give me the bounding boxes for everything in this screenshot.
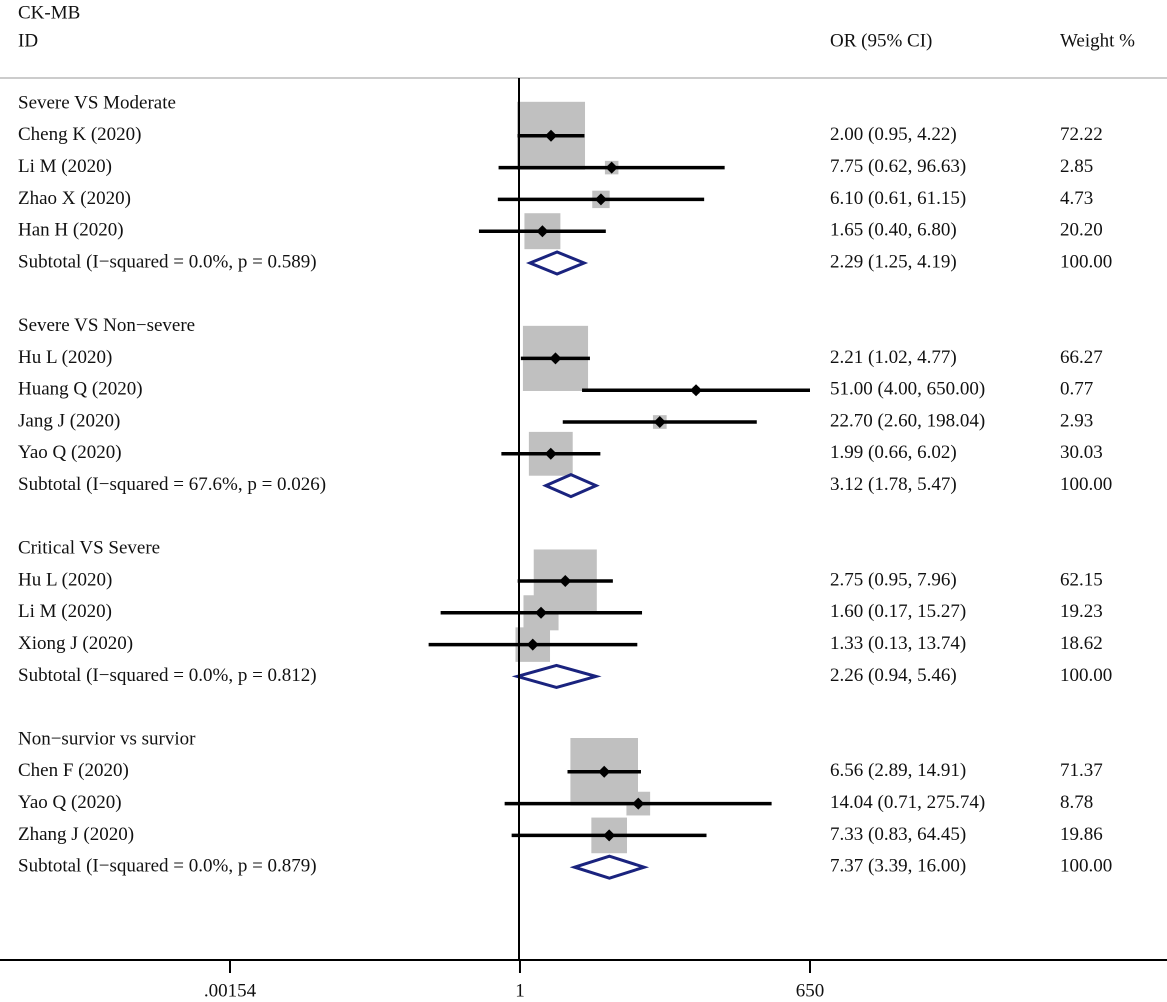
group-label: Non−survior vs survior	[18, 728, 196, 749]
point-estimate	[598, 765, 611, 778]
study-weight: 71.37	[1060, 760, 1103, 781]
study-weight: 18.62	[1060, 633, 1103, 654]
subtotal-diamond	[511, 663, 602, 689]
study-weight: 2.93	[1060, 410, 1093, 431]
subtotal-or-ci: 3.12 (1.78, 5.47)	[830, 474, 957, 495]
study-or-ci: 7.33 (0.83, 64.45)	[830, 824, 966, 845]
plot-marks	[428, 101, 810, 880]
study-or-ci: 51.00 (4.00, 650.00)	[830, 379, 985, 400]
study-name: Hu L (2020)	[18, 347, 112, 368]
chart-title: CK-MB	[18, 2, 80, 23]
study-or-ci: 1.33 (0.13, 13.74)	[830, 633, 966, 654]
subtotal-label: Subtotal (I−squared = 0.0%, p = 0.589)	[18, 251, 317, 272]
x-tick-label: 650	[796, 980, 825, 1001]
subtotal-weight: 100.00	[1060, 251, 1112, 272]
subtotal-diamond	[525, 250, 589, 276]
study-name: Chen F (2020)	[18, 760, 129, 781]
subtotal-label: Subtotal (I−squared = 67.6%, p = 0.026)	[18, 474, 326, 495]
study-weight: 4.73	[1060, 188, 1093, 209]
x-axis-ticks: .00154 1 650	[204, 960, 824, 1001]
study-name: Yao Q (2020)	[18, 792, 122, 813]
study-or-ci: 1.99 (0.66, 6.02)	[830, 442, 957, 463]
group-label: Critical VS Severe	[18, 538, 160, 559]
study-name: Jang J (2020)	[18, 410, 120, 431]
study-or-ci: 2.21 (1.02, 4.77)	[830, 347, 957, 368]
study-or-ci: 22.70 (2.60, 198.04)	[830, 410, 985, 431]
subtotal-or-ci: 2.29 (1.25, 4.19)	[830, 251, 957, 272]
subtotal-or-ci: 2.26 (0.94, 5.46)	[830, 665, 957, 686]
study-name: Li M (2020)	[18, 601, 112, 622]
point-estimate	[535, 606, 548, 619]
group-label: Severe VS Moderate	[18, 92, 176, 113]
x-tick-label: .00154	[204, 980, 257, 1001]
header-or: OR (95% CI)	[830, 30, 932, 51]
subtotal-label: Subtotal (I−squared = 0.0%, p = 0.812)	[18, 665, 317, 686]
point-estimate	[603, 829, 616, 842]
study-weight: 66.27	[1060, 347, 1103, 368]
header-id: ID	[18, 30, 38, 51]
subtotal-weight: 100.00	[1060, 665, 1112, 686]
study-weight: 72.22	[1060, 124, 1103, 145]
study-weight: 0.77	[1060, 379, 1093, 400]
subtotal-label: Subtotal (I−squared = 0.0%, p = 0.879)	[18, 856, 317, 877]
study-weight: 19.23	[1060, 601, 1103, 622]
study-weight: 19.86	[1060, 824, 1103, 845]
point-estimate	[559, 575, 572, 587]
table-rows: Severe VS Moderate Cheng K (2020) 2.00 (0.…	[18, 92, 1112, 876]
study-or-ci: 6.10 (0.61, 61.15)	[830, 188, 966, 209]
subtotal-weight: 100.00	[1060, 856, 1112, 877]
point-estimate	[594, 193, 607, 206]
study-weight: 2.85	[1060, 156, 1093, 177]
study-name: Hu L (2020)	[18, 569, 112, 590]
study-or-ci: 7.75 (0.62, 96.63)	[830, 156, 966, 177]
study-name: Huang Q (2020)	[18, 379, 143, 400]
header-weight: Weight %	[1060, 30, 1135, 51]
subtotal-weight: 100.00	[1060, 474, 1112, 495]
study-weight: 20.20	[1060, 220, 1103, 241]
point-estimate	[526, 638, 539, 651]
study-name: Yao Q (2020)	[18, 442, 122, 463]
point-estimate	[536, 225, 549, 238]
study-name: Han H (2020)	[18, 220, 124, 241]
subtotal-diamond	[569, 854, 650, 880]
study-or-ci: 1.65 (0.40, 6.80)	[830, 220, 957, 241]
study-name: Li M (2020)	[18, 156, 112, 177]
group-label: Severe VS Non−severe	[18, 315, 195, 336]
point-estimate	[690, 384, 703, 397]
study-name: Zhao X (2020)	[18, 188, 131, 209]
study-weight: 8.78	[1060, 792, 1093, 813]
point-estimate	[544, 447, 557, 460]
study-name: Xiong J (2020)	[18, 633, 133, 654]
study-or-ci: 2.00 (0.95, 4.22)	[830, 124, 957, 145]
subtotal-or-ci: 7.37 (3.39, 16.00)	[830, 856, 966, 877]
point-estimate	[549, 352, 562, 365]
study-weight: 30.03	[1060, 442, 1103, 463]
point-estimate	[632, 797, 645, 810]
study-or-ci: 2.75 (0.95, 7.96)	[830, 569, 957, 590]
x-tick-label: 1	[515, 980, 525, 1001]
point-estimate	[653, 416, 666, 428]
point-estimate	[545, 129, 558, 142]
study-name: Cheng K (2020)	[18, 124, 141, 145]
study-or-ci: 6.56 (2.89, 14.91)	[830, 760, 966, 781]
study-or-ci: 14.04 (0.71, 275.74)	[830, 792, 985, 813]
study-name: Zhang J (2020)	[18, 824, 134, 845]
study-weight: 62.15	[1060, 569, 1103, 590]
subtotal-diamond	[542, 472, 600, 499]
point-estimate	[605, 161, 618, 174]
study-or-ci: 1.60 (0.17, 15.27)	[830, 601, 966, 622]
